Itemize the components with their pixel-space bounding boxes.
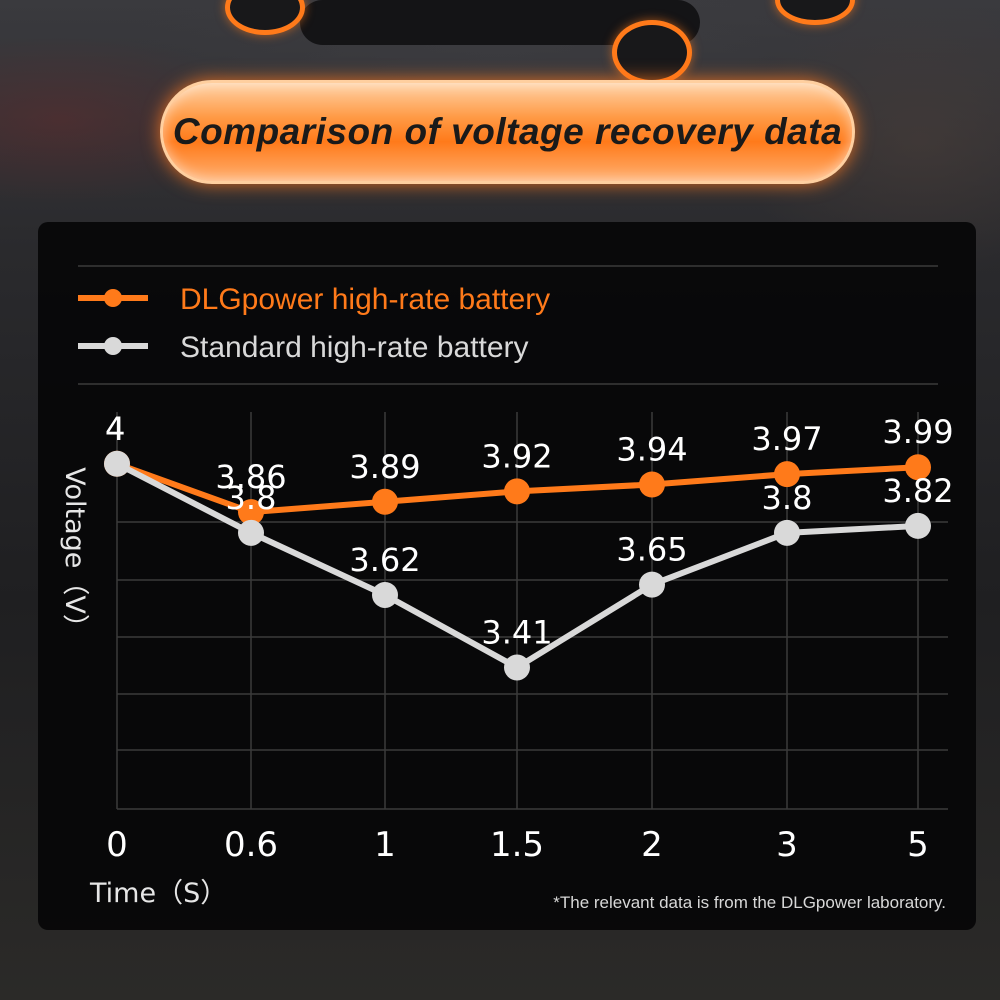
title-banner: Comparison of voltage recovery data bbox=[160, 80, 855, 184]
drone-rotor-center bbox=[612, 20, 692, 85]
legend-label-standard: Standard high-rate battery bbox=[180, 331, 529, 364]
data-point-standard bbox=[238, 519, 264, 546]
data-label-dlg: 3.89 bbox=[349, 448, 420, 486]
data-label-standard: 4 bbox=[105, 410, 125, 448]
data-point-dlg bbox=[639, 471, 665, 498]
data-label-standard: 3.62 bbox=[349, 541, 420, 579]
series: 43.86 3.89 3.92 3.94 3.97 3.9943.83.623.413.6… bbox=[104, 410, 954, 681]
legend-marker-dlg bbox=[104, 289, 122, 307]
data-label-standard: 3.8 bbox=[226, 479, 277, 517]
data-point-dlg bbox=[504, 478, 530, 505]
x-tick-label: 2 bbox=[641, 825, 663, 865]
x-tick-label: 0.6 bbox=[224, 825, 278, 865]
data-label-standard: 3.8 bbox=[762, 479, 813, 517]
data-point-dlg bbox=[372, 488, 398, 515]
y-axis-title: Voltage（V） bbox=[59, 467, 90, 641]
chart-title: Comparison of voltage recovery data bbox=[172, 111, 843, 152]
x-tick-label: 1.5 bbox=[490, 825, 544, 865]
x-tick-label: 3 bbox=[776, 825, 798, 865]
data-point-standard bbox=[104, 450, 130, 477]
legend-marker-standard bbox=[104, 337, 122, 355]
data-label-dlg: 3.97 bbox=[751, 420, 822, 458]
data-label-dlg: 3.94 bbox=[616, 430, 687, 468]
legend: DLGpower high-rate battery Standard high… bbox=[78, 265, 938, 385]
data-point-standard bbox=[905, 512, 931, 539]
drone-rotor-left bbox=[225, 0, 305, 35]
data-label-dlg: 3.86 bbox=[215, 458, 286, 496]
data-label-dlg: 4 bbox=[105, 410, 125, 448]
legend-label-dlg: DLGpower high-rate battery bbox=[180, 283, 550, 316]
data-point-standard bbox=[504, 654, 530, 681]
x-tick-label: 0 bbox=[106, 825, 128, 865]
data-point-standard bbox=[774, 519, 800, 546]
x-axis-title: Time（S） bbox=[89, 878, 227, 909]
data-label-dlg: 3.99 bbox=[882, 413, 953, 451]
data-point-dlg bbox=[774, 461, 800, 488]
line-chart: DLGpower high-rate battery Standard high… bbox=[59, 265, 954, 912]
x-tick-label: 5 bbox=[907, 825, 929, 865]
data-point-standard bbox=[639, 571, 665, 598]
data-label-standard: 3.41 bbox=[481, 613, 552, 651]
data-label-dlg: 3.92 bbox=[481, 437, 552, 475]
data-label-standard: 3.65 bbox=[616, 531, 687, 569]
drone-rotor-right bbox=[775, 0, 855, 25]
data-label-standard: 3.82 bbox=[882, 472, 953, 510]
x-axis-ticks: 0 0.6 1 1.5 2 3 5 bbox=[106, 825, 929, 865]
data-point-dlg bbox=[905, 454, 931, 481]
data-point-dlg bbox=[238, 499, 264, 526]
chart-panel: DLGpower high-rate battery Standard high… bbox=[38, 222, 976, 930]
footnote: *The relevant data is from the DLGpower … bbox=[553, 893, 946, 912]
x-tick-label: 1 bbox=[374, 825, 396, 865]
data-point-standard bbox=[372, 581, 398, 608]
